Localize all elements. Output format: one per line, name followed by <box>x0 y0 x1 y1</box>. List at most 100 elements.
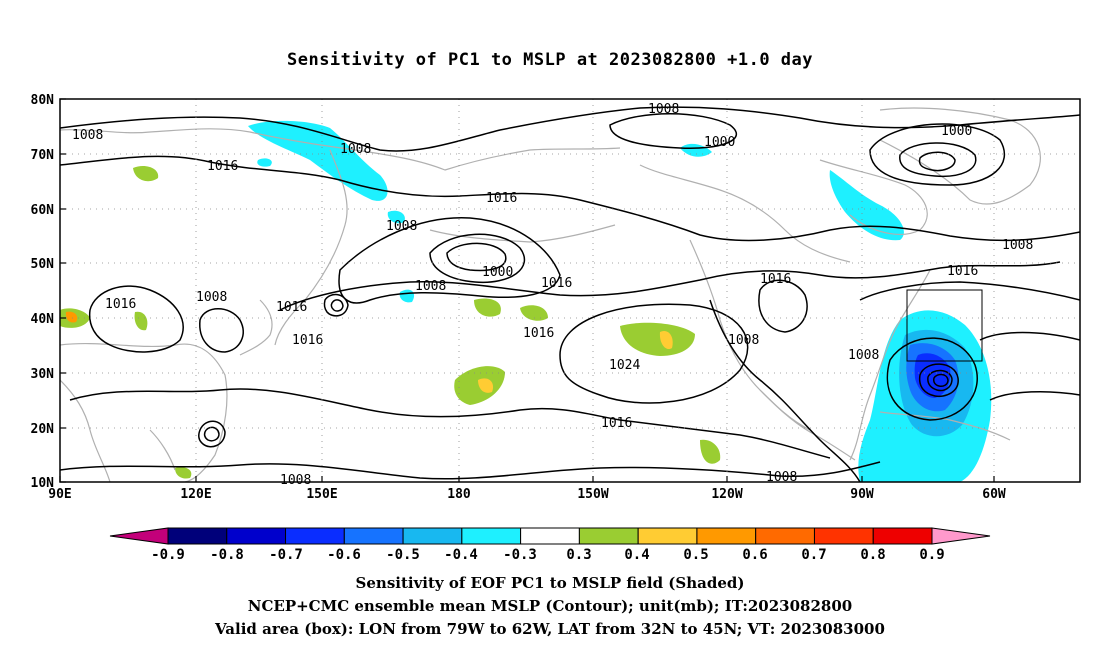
contour-cyclone-outer <box>886 337 978 421</box>
contour-label: 1016 <box>486 191 517 206</box>
coast-india <box>60 379 111 482</box>
colorbar-cell <box>696 527 757 545</box>
contour-label: 1008 <box>280 473 311 488</box>
colorbar-tick-label: -0.7 <box>269 547 303 563</box>
colorbar-tick-label: -0.3 <box>503 547 537 563</box>
shade-green-4 <box>474 298 501 317</box>
colorbar-tick-label: -0.9 <box>151 547 185 563</box>
contour-label: 1008 <box>386 219 417 234</box>
lon-tick-label: 180 <box>447 487 471 502</box>
contour-1024-high <box>559 303 749 404</box>
colorbar-cell <box>578 527 639 545</box>
coast-hudson <box>819 159 928 235</box>
shade-green-7 <box>620 322 695 356</box>
lat-tick-label: 50N <box>31 257 55 272</box>
contour-label: 1008 <box>196 290 227 305</box>
coast-aleutians <box>429 224 616 243</box>
coast-china <box>60 342 228 482</box>
contour-small-low-4 <box>330 299 344 312</box>
lon-tick-label: 90E <box>48 487 71 502</box>
colorbar-cell <box>402 527 463 545</box>
colorbar-tick-label: 0.7 <box>801 547 826 563</box>
colorbar-min-arrow <box>109 527 169 545</box>
contour-na-trough-2 <box>709 299 861 482</box>
shade-green-3 <box>134 311 148 331</box>
contour-label: 1024 <box>609 358 640 373</box>
contour-inner-greenland-1 <box>899 142 977 178</box>
colorbar-tick-label: -0.8 <box>210 547 244 563</box>
caption-line-2: NCEP+CMC ensemble mean MSLP (Contour); u… <box>247 597 853 615</box>
shade-orange-1 <box>65 311 78 323</box>
map-frame <box>59 98 1081 483</box>
contour-cyclone-ring-1 <box>918 363 959 398</box>
contour-small-low-2 <box>203 426 220 442</box>
shade-cyan-small-3 <box>257 158 272 167</box>
contour-label: 1008 <box>340 142 371 157</box>
lon-tick-label: 60W <box>982 487 1006 502</box>
lat-tick-label: 70N <box>31 148 55 163</box>
contour-na-trough <box>758 279 808 333</box>
colorbar-cell <box>872 527 933 545</box>
contour-shape-west-2 <box>199 308 244 353</box>
lat-tick-label: 10N <box>31 476 55 491</box>
contour-1008-pacific <box>338 217 561 304</box>
coast-greenland <box>879 107 1041 205</box>
lat-tick-label: 30N <box>31 367 55 382</box>
coast-caribbean <box>879 411 1011 441</box>
coast-japan <box>239 299 273 356</box>
colorbar-cell <box>461 527 522 545</box>
colorbar: -0.9 -0.8 -0.7 -0.6 -0.5 -0.4 -0.3 0.3 0… <box>109 527 991 563</box>
chart-title: Sensitivity of PC1 to MSLP at 2023082800… <box>286 50 813 70</box>
contour-label: 1016 <box>601 416 632 431</box>
contour-1008-north <box>60 106 1080 152</box>
shade-green-9 <box>175 467 192 479</box>
colorbar-tick-label: -0.5 <box>386 547 420 563</box>
tick-layer <box>59 98 995 483</box>
coast-seasia <box>149 429 176 471</box>
lat-tick-label: 20N <box>31 422 55 437</box>
coast-siberia <box>60 128 621 171</box>
colorbar-tick-label: 0.5 <box>683 547 708 563</box>
caption-line-3: Valid area (box): LON from 79W to 62W, L… <box>215 620 885 638</box>
shading-layer <box>60 120 992 482</box>
contour-1000-greenland <box>869 123 1006 186</box>
colorbar-cell <box>226 527 287 545</box>
valid-area-box <box>906 289 983 362</box>
contour-small-low-3 <box>323 293 349 317</box>
contour-label: 1016 <box>760 272 791 287</box>
lon-tick-label: 150W <box>577 487 608 502</box>
contour-label: 1008 <box>415 279 446 294</box>
colorbar-cell <box>167 527 228 545</box>
contour-1016-north <box>60 155 1080 242</box>
shade-green-5 <box>520 305 548 321</box>
colorbar-max-arrow <box>931 527 991 545</box>
contour-label: 1016 <box>947 264 978 279</box>
coast-kamchatka <box>274 149 348 346</box>
lon-tick-label: 120W <box>711 487 742 502</box>
colorbar-cell <box>285 527 345 545</box>
contour-label-layer: 1008 1008 1008 1008 1008 1008 1008 1008 … <box>72 102 1033 488</box>
contour-layer <box>60 106 1080 482</box>
lon-axis: 90E 120E 150E 180 150W 120W 90W 60W <box>48 487 1006 502</box>
shade-green-8 <box>700 439 721 464</box>
lon-tick-label: 90W <box>850 487 874 502</box>
coast-eastcoast-na <box>849 269 931 461</box>
colorbar-tick-label: 0.3 <box>566 547 591 563</box>
contour-label: 1000 <box>704 135 735 150</box>
colorbar-labels: -0.9 -0.8 -0.7 -0.6 -0.5 -0.4 -0.3 0.3 0… <box>151 547 945 563</box>
shade-cyan-north-pacific <box>248 120 388 201</box>
shade-cyan-small-2 <box>399 289 415 303</box>
shade-yellow-2 <box>659 330 673 350</box>
gridline-layer <box>60 99 1080 482</box>
shade-cyan-small-1 <box>387 210 405 224</box>
colorbar-cell <box>343 527 404 545</box>
shade-cyan-canada <box>829 170 904 241</box>
lat-axis: 80N 70N 60N 50N 40N 30N 20N 10N <box>31 93 55 491</box>
contour-atl-south <box>989 390 1080 401</box>
contour-cyclone-ring-2 <box>927 369 953 392</box>
contour-atl-1008 <box>979 331 1080 341</box>
contour-label: 1008 <box>72 128 103 143</box>
contour-inner-pacific-low <box>446 242 507 272</box>
coastline-layer <box>60 107 1041 482</box>
colorbar-cell <box>520 527 580 545</box>
